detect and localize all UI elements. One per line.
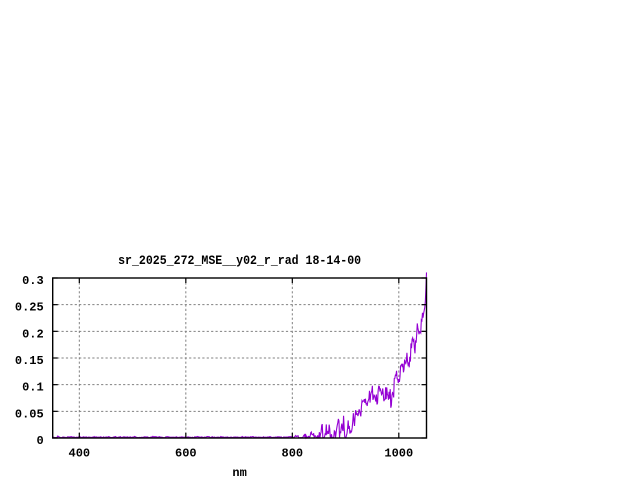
svg-text:1000: 1000 [384,447,413,461]
svg-text:0.2: 0.2 [22,327,44,341]
svg-text:400: 400 [69,447,91,461]
svg-text:600: 600 [175,447,197,461]
svg-text:0: 0 [36,434,43,448]
svg-text:nm: nm [232,466,246,480]
svg-text:0.1: 0.1 [22,381,44,395]
svg-text:sr_2025_272_MSE__y02_r_rad 18-: sr_2025_272_MSE__y02_r_rad 18-14-00 [118,253,361,268]
svg-text:0.15: 0.15 [15,354,44,368]
svg-text:0.3: 0.3 [22,274,44,288]
svg-text:0.25: 0.25 [15,301,44,315]
svg-text:0.05: 0.05 [15,407,44,421]
svg-text:800: 800 [282,447,304,461]
